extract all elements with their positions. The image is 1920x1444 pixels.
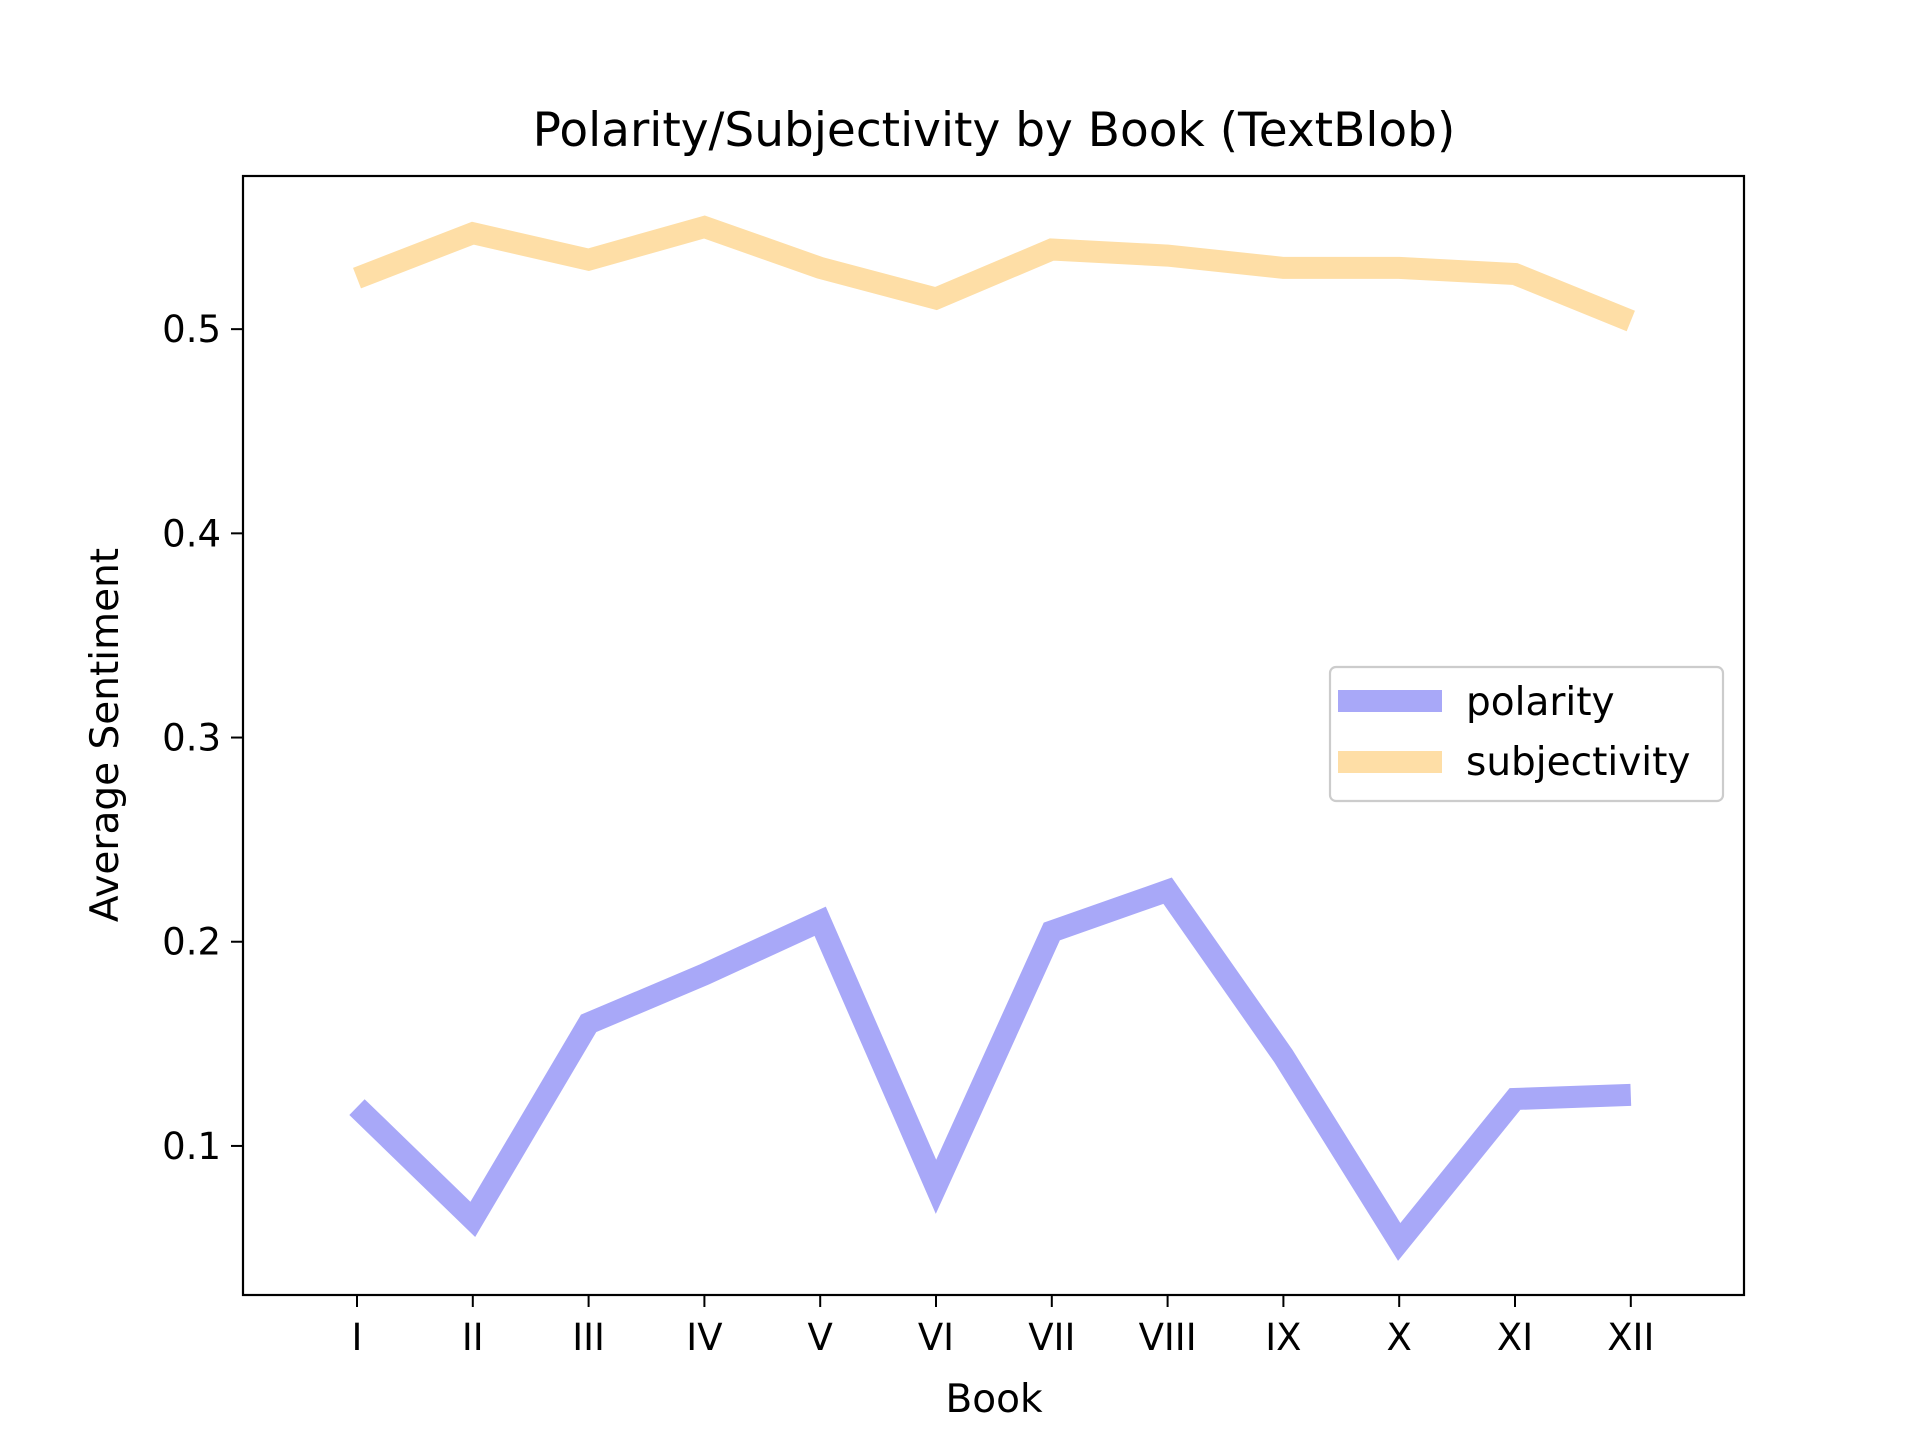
y-tick-label: 0.4 (162, 512, 221, 555)
y-axis-label: Average Sentiment (83, 548, 128, 922)
x-tick-label: V (808, 1316, 833, 1359)
legend-label-subjectivity: subjectivity (1466, 740, 1690, 785)
y-tick-label: 0.2 (162, 921, 221, 964)
x-tick-label: IX (1265, 1316, 1301, 1359)
legend-label-polarity: polarity (1466, 680, 1615, 725)
legend: polarity subjectivity (1330, 667, 1723, 801)
x-tick-label: VI (918, 1316, 954, 1359)
x-tick-label: I (352, 1316, 363, 1359)
x-tick-label: XI (1497, 1316, 1533, 1359)
x-axis-label: Book (945, 1377, 1042, 1422)
x-tick-label: VII (1028, 1316, 1075, 1359)
x-tick-label: XII (1607, 1316, 1654, 1359)
x-tick-label: IV (686, 1316, 722, 1359)
chart-title: Polarity/Subjectivity by Book (TextBlob) (533, 103, 1456, 158)
x-tick-label: X (1387, 1316, 1412, 1359)
y-tick-label: 0.5 (162, 308, 221, 351)
x-tick-label: II (462, 1316, 484, 1359)
x-tick-label: III (572, 1316, 605, 1359)
x-tick-label: VIII (1139, 1316, 1197, 1359)
y-tick-label: 0.1 (162, 1125, 221, 1168)
y-tick-label: 0.3 (162, 717, 221, 760)
